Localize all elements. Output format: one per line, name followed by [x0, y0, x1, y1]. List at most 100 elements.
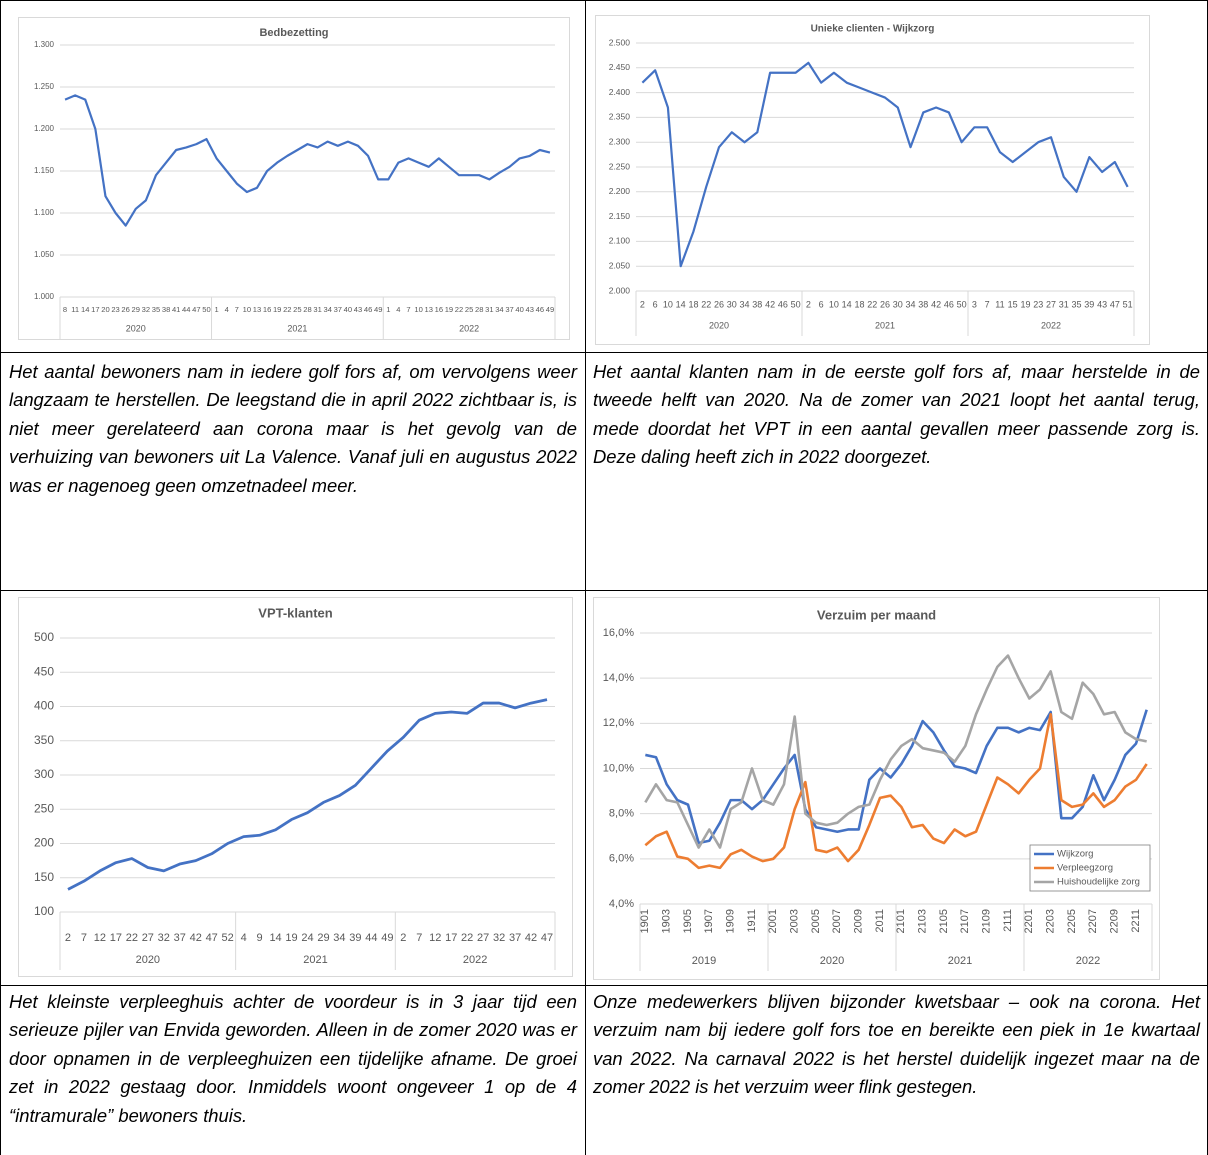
caption: Het kleinste verpleeghuis achter de voor… — [9, 991, 577, 1126]
x-tick-label: 2103 — [917, 909, 929, 933]
x-tick-label: 6 — [653, 299, 658, 309]
caption: Het aantal bewoners nam in iedere golf f… — [9, 361, 577, 496]
x-tick-label: 19 — [273, 305, 281, 314]
x-tick-label: 27 — [1046, 299, 1056, 309]
x-tick-label: 28 — [303, 305, 311, 314]
data-line — [67, 698, 548, 891]
table-border — [0, 0, 1, 1155]
data-line — [644, 713, 1148, 870]
x-tick-label: 47 — [192, 305, 200, 314]
x-tick-label: 39 — [1084, 299, 1094, 309]
x-tick-label: 4 — [225, 305, 229, 314]
y-tick-label: 1.050 — [34, 250, 55, 259]
x-tick-label: 12 — [94, 932, 106, 944]
y-tick-label: 2.150 — [609, 211, 631, 221]
x-tick-label: 23 — [111, 305, 119, 314]
x-tick-label: 2 — [400, 932, 406, 944]
x-tick-label: 19 — [285, 932, 297, 944]
x-tick-label: 40 — [344, 305, 352, 314]
y-tick-label: 6,0% — [609, 853, 634, 865]
x-tick-label: 35 — [152, 305, 160, 314]
x-tick-label: 16 — [435, 305, 443, 314]
x-group-label: 2022 — [459, 323, 479, 333]
caption: Het aantal klanten nam in de eerste golf… — [593, 361, 1200, 468]
x-tick-label: 34 — [495, 305, 503, 314]
x-tick-label: 35 — [1072, 299, 1082, 309]
x-group-label: 2022 — [1041, 320, 1061, 330]
y-tick-label: 200 — [34, 836, 54, 850]
x-tick-label: 47 — [206, 932, 218, 944]
chart-title: VPT-klanten — [258, 605, 332, 620]
x-tick-label: 27 — [477, 932, 489, 944]
data-line — [644, 654, 1147, 849]
x-tick-label: 4 — [396, 305, 400, 314]
x-tick-label: 10 — [829, 299, 839, 309]
data-line — [64, 94, 551, 227]
chart-frame — [593, 597, 1160, 980]
x-tick-label: 13 — [253, 305, 261, 314]
x-tick-label: 44 — [182, 305, 190, 314]
x-tick-label: 2 — [65, 932, 71, 944]
x-tick-label: 37 — [334, 305, 342, 314]
x-tick-label: 17 — [110, 932, 122, 944]
x-tick-label: 37 — [509, 932, 521, 944]
y-tick-label: 4,0% — [609, 898, 634, 910]
chart-title: Bedbezetting — [259, 27, 328, 39]
x-tick-label: 10 — [663, 299, 673, 309]
chart: VPT-klanten 100 150 200 250 300 350 400 450 500 20… — [18, 597, 573, 977]
y-tick-label: 450 — [34, 664, 54, 678]
x-tick-label: 1903 — [661, 909, 673, 933]
x-tick-label: 11 — [995, 299, 1004, 309]
x-group-label: 2021 — [875, 320, 895, 330]
x-tick-label: 43 — [354, 305, 362, 314]
y-tick-label: 14,0% — [603, 672, 634, 684]
x-tick-label: 24 — [301, 932, 313, 944]
x-group-label: 2022 — [463, 954, 487, 966]
x-tick-label: 7 — [81, 932, 87, 944]
y-tick-label: 1.150 — [34, 166, 55, 175]
x-tick-label: 7 — [235, 305, 239, 314]
x-tick-label: 19 — [1020, 299, 1030, 309]
x-tick-label: 22 — [283, 305, 291, 314]
x-tick-label: 2009 — [853, 909, 865, 933]
x-tick-label: 26 — [121, 305, 129, 314]
x-tick-label: 47 — [541, 932, 553, 944]
x-tick-label: 2001 — [767, 909, 779, 933]
table-border — [0, 0, 1208, 1]
table-border — [0, 352, 1208, 353]
y-tick-label: 2.050 — [609, 260, 631, 270]
x-tick-label: 30 — [727, 299, 737, 309]
x-tick-label: 52 — [222, 932, 234, 944]
x-tick-label: 22 — [126, 932, 138, 944]
y-tick-label: 16,0% — [603, 627, 634, 639]
x-tick-label: 34 — [333, 932, 345, 944]
x-tick-label: 8 — [63, 305, 67, 314]
table-border — [585, 0, 586, 1155]
x-tick-label: 38 — [162, 305, 170, 314]
x-tick-label: 22 — [867, 299, 877, 309]
x-tick-label: 41 — [172, 305, 180, 314]
x-tick-label: 37 — [174, 932, 186, 944]
x-tick-label: 7 — [416, 932, 422, 944]
x-tick-label: 11 — [71, 305, 79, 314]
x-tick-label: 16 — [263, 305, 271, 314]
x-tick-label: 50 — [791, 299, 801, 309]
x-group-label: 2020 — [820, 955, 844, 967]
y-tick-label: 10,0% — [603, 762, 634, 774]
x-tick-label: 2203 — [1045, 909, 1057, 933]
y-tick-label: 2.000 — [609, 285, 631, 295]
x-tick-label: 2109 — [981, 909, 993, 933]
x-tick-label: 46 — [364, 305, 372, 314]
x-tick-label: 42 — [525, 932, 537, 944]
x-tick-label: 1911 — [746, 909, 758, 933]
x-tick-label: 43 — [526, 305, 534, 314]
x-group-label: 2021 — [287, 323, 307, 333]
x-tick-label: 2205 — [1066, 909, 1078, 933]
x-tick-label: 27 — [142, 932, 154, 944]
y-tick-label: 1.200 — [34, 124, 55, 133]
x-tick-label: 26 — [714, 299, 724, 309]
x-tick-label: 43 — [1097, 299, 1107, 309]
x-tick-label: 50 — [202, 305, 210, 314]
x-tick-label: 12 — [429, 932, 441, 944]
x-tick-label: 20 — [101, 305, 109, 314]
